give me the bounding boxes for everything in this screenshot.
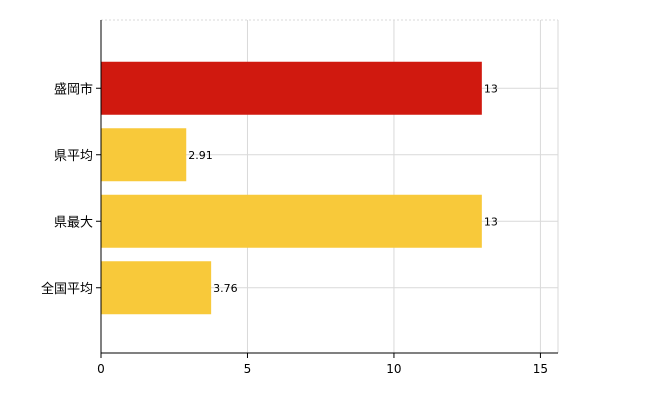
bar <box>101 261 212 315</box>
data-label: 13 <box>484 215 498 228</box>
x-tick-label: 15 <box>533 362 548 376</box>
x-tick-label: 10 <box>386 362 401 376</box>
x-tick-label: 5 <box>244 362 252 376</box>
data-label: 3.76 <box>213 282 238 295</box>
data-labels: 13 2.91 13 3.76 <box>188 82 498 295</box>
category-label: 県最大 <box>54 215 93 230</box>
bar <box>101 61 482 115</box>
category-label: 全国平均 <box>41 281 93 297</box>
category-label: 県平均 <box>54 149 93 164</box>
bar <box>101 128 187 182</box>
bars <box>101 61 482 315</box>
axes <box>100 20 558 354</box>
x-tick-label: 0 <box>97 362 105 376</box>
data-label: 13 <box>484 82 498 95</box>
category-label: 盛岡市 <box>54 81 93 97</box>
bar <box>101 194 482 248</box>
data-label: 2.91 <box>188 149 213 162</box>
x-axis-ticks: 0 5 10 15 <box>97 353 548 376</box>
